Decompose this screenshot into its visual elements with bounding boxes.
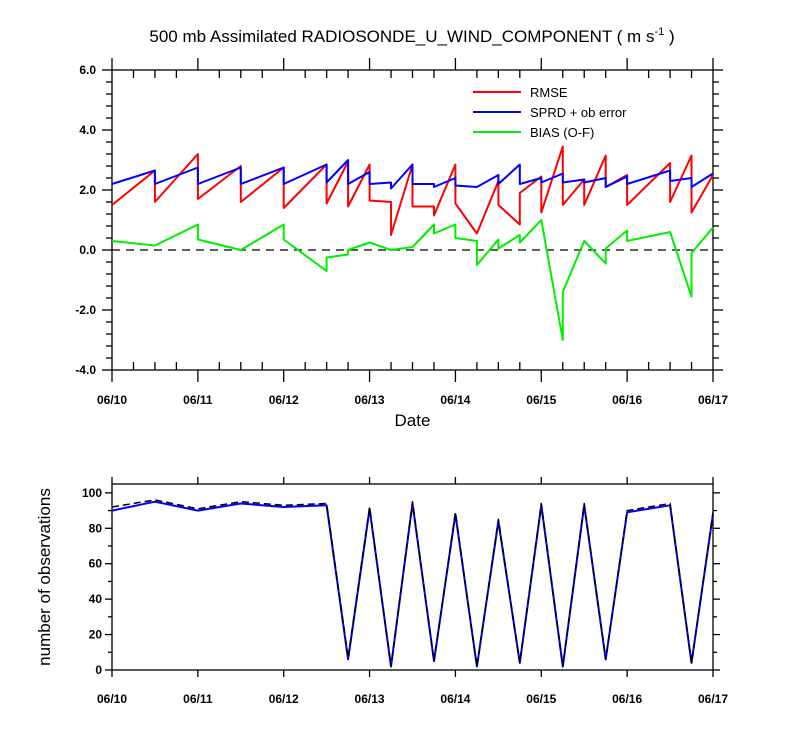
- x-tick-label: 06/12: [269, 692, 299, 706]
- x-tick-label: 06/13: [355, 393, 385, 407]
- series-line-sprd-ob-error: [111, 159, 714, 190]
- series-line-used: [111, 500, 714, 668]
- x-tick-label: 06/14: [440, 393, 470, 407]
- x-axis-label: Date: [395, 411, 431, 430]
- x-tick-label: 06/17: [698, 692, 728, 706]
- y-tick-label: 0.0: [79, 243, 96, 257]
- y-tick-label: 0: [95, 663, 102, 677]
- plot-frame: [111, 483, 714, 671]
- top-panel: 06/10 06/11 06/12 06/13 06/14 06/15 06/16 06/17…: [75, 58, 728, 430]
- legend-label-rmse: RMSE: [530, 85, 568, 100]
- y-tick-label: 4.0: [79, 123, 96, 137]
- y-tick-label: -4.0: [75, 363, 96, 377]
- series-line-total: [111, 499, 714, 668]
- y-axis-label: number of observations: [35, 488, 54, 666]
- x-tick-label: 06/16: [612, 692, 642, 706]
- x-tick-label: 06/10: [97, 692, 127, 706]
- x-tick-label: 06/15: [526, 393, 556, 407]
- x-tick-label: 06/16: [612, 393, 642, 407]
- bottom-panel: 06/10 06/11 06/12 06/13 06/14 06/15 06/16 06/17…: [35, 477, 728, 706]
- chart-title-sup: -1: [654, 26, 664, 38]
- x-tick-label: 06/14: [440, 692, 470, 706]
- chart-title-main: 500 mb Assimilated RADIOSONDE_U_WIND_COM…: [149, 27, 654, 46]
- chart-title-end: ): [664, 27, 674, 46]
- y-tick-label: 2.0: [79, 183, 96, 197]
- legend: RMSE SPRD + ob error BIAS (O-F): [473, 85, 627, 140]
- x-tick-label: 06/10: [97, 393, 127, 407]
- legend-label-bias-o-f: BIAS (O-F): [530, 125, 594, 140]
- y-tick-label: 100: [82, 486, 102, 500]
- series-line-bias-o-f: [111, 219, 714, 341]
- y-tick-label: 20: [89, 628, 103, 642]
- legend-label-sprd-ob-error: SPRD + ob error: [530, 105, 627, 120]
- x-tick-label: 06/12: [269, 393, 299, 407]
- x-tick-label: 06/11: [183, 393, 213, 407]
- y-tick-label: 80: [89, 521, 103, 535]
- chart-title: 500 mb Assimilated RADIOSONDE_U_WIND_COM…: [149, 26, 674, 46]
- y-tick-label: 40: [89, 592, 103, 606]
- y-tick-label: 60: [89, 557, 103, 571]
- x-tick-label: 06/11: [183, 692, 213, 706]
- y-tick-label: -2.0: [75, 303, 96, 317]
- series-line-rmse: [111, 145, 714, 236]
- x-tick-label: 06/13: [355, 692, 385, 706]
- x-tick-label: 06/17: [698, 393, 728, 407]
- x-tick-label: 06/15: [526, 692, 556, 706]
- y-tick-label: 6.0: [79, 63, 96, 77]
